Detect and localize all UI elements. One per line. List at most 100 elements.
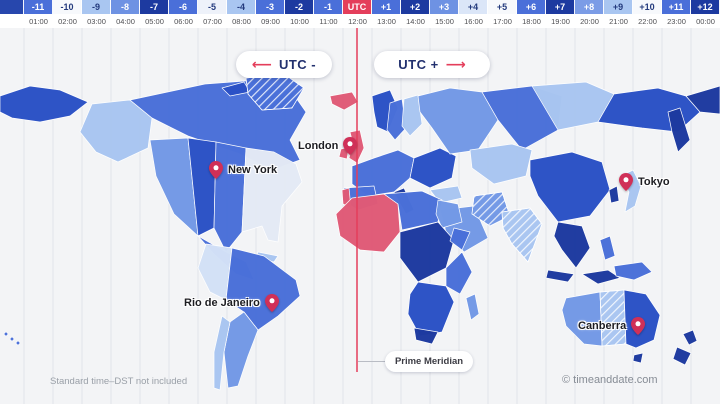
hour-label: 03:00 — [82, 14, 111, 28]
hour-label: 20:00 — [575, 14, 604, 28]
left-arrow-icon: ⟵ — [251, 56, 272, 73]
city-marker-rio-de-janeiro[interactable]: Rio de Janeiro — [184, 294, 279, 312]
hour-label: 15:00 — [430, 14, 459, 28]
timezone-column--4[interactable]: -4 08:00 — [227, 0, 256, 28]
timezone-column-edge[interactable] — [0, 0, 24, 28]
timezone-column-+11[interactable]: +11 23:00 — [662, 0, 691, 28]
hour-label: 14:00 — [401, 14, 430, 28]
hour-label: 18:00 — [517, 14, 546, 28]
timezone-column--1[interactable]: -1 11:00 — [314, 0, 343, 28]
prime-meridian-line — [356, 14, 358, 372]
utc-plus-label: UTC + — [398, 57, 439, 72]
hour-label: 09:00 — [256, 14, 285, 28]
timezone-column-+6[interactable]: +6 18:00 — [517, 0, 546, 28]
city-marker-tokyo[interactable]: Tokyo — [619, 173, 670, 191]
hour-label: 19:00 — [546, 14, 575, 28]
utc-offset-label[interactable]: -6 — [169, 0, 198, 14]
utc-minus-label: UTC - — [278, 57, 317, 72]
utc-offset-label[interactable]: -10 — [53, 0, 82, 14]
timezone-column--2[interactable]: -2 10:00 — [285, 0, 314, 28]
hour-label: 08:00 — [227, 14, 256, 28]
hour-label: 12:00 — [343, 14, 372, 28]
utc-offset-label[interactable]: +6 — [517, 0, 546, 14]
utc-offset-label[interactable]: -7 — [140, 0, 169, 14]
prime-meridian-text: Prime Meridian — [394, 356, 464, 367]
city-marker-canberra[interactable]: Canberra — [578, 317, 646, 335]
utc-minus-legend: ⟵ UTC - — [236, 51, 332, 78]
utc-offset-label[interactable]: +9 — [604, 0, 633, 14]
hour-label: 04:00 — [111, 14, 140, 28]
utc-offset-label[interactable]: +10 — [633, 0, 662, 14]
hour-label: 11:00 — [314, 14, 343, 28]
utc-offset-label[interactable]: +2 — [401, 0, 430, 14]
map-pin-icon[interactable] — [631, 317, 646, 335]
hour-label: 22:00 — [633, 14, 662, 28]
utc-offset-label[interactable]: -9 — [82, 0, 111, 14]
utc-offset-label[interactable]: -8 — [111, 0, 140, 14]
city-label: London — [298, 140, 339, 152]
utc-offset-label[interactable]: +4 — [459, 0, 488, 14]
timezone-column-utc[interactable]: UTC 12:00 — [343, 0, 372, 28]
prime-meridian-label: Prime Meridian — [385, 351, 473, 372]
timezone-column-+8[interactable]: +8 20:00 — [575, 0, 604, 28]
timezone-column--10[interactable]: -10 02:00 — [53, 0, 82, 28]
timezone-column--6[interactable]: -6 06:00 — [169, 0, 198, 28]
hour-label: 23:00 — [662, 14, 691, 28]
utc-offset-label[interactable]: +12 — [691, 0, 720, 14]
world-map — [0, 28, 720, 404]
timezone-column-+9[interactable]: +9 21:00 — [604, 0, 633, 28]
timezone-column--11[interactable]: -11 01:00 — [24, 0, 53, 28]
utc-offset-label[interactable] — [0, 0, 24, 14]
timezone-column--5[interactable]: -5 07:00 — [198, 0, 227, 28]
hour-label: 06:00 — [169, 14, 198, 28]
dst-note: Standard time–DST not included — [50, 376, 188, 387]
utc-offset-label[interactable]: -3 — [256, 0, 285, 14]
timezone-column-+7[interactable]: +7 19:00 — [546, 0, 575, 28]
timezone-column-+12[interactable]: +12 00:00 — [691, 0, 720, 28]
prime-meridian-connector — [358, 361, 386, 362]
utc-offset-label[interactable]: -2 — [285, 0, 314, 14]
utc-offset-label[interactable]: +8 — [575, 0, 604, 14]
hour-label: 21:00 — [604, 14, 633, 28]
timezone-column-+4[interactable]: +4 16:00 — [459, 0, 488, 28]
timezone-column--3[interactable]: -3 09:00 — [256, 0, 285, 28]
copyright-credit[interactable]: © timeanddate.com — [562, 374, 658, 386]
hour-label: 05:00 — [140, 14, 169, 28]
timezone-column-+1[interactable]: +1 13:00 — [372, 0, 401, 28]
timezone-column-+5[interactable]: +5 17:00 — [488, 0, 517, 28]
timezone-column--7[interactable]: -7 05:00 — [140, 0, 169, 28]
utc-offset-label[interactable]: +11 — [662, 0, 691, 14]
utc-offset-label[interactable]: UTC — [343, 0, 372, 14]
hour-label: 07:00 — [198, 14, 227, 28]
utc-offset-label[interactable]: +1 — [372, 0, 401, 14]
hour-label: 16:00 — [459, 14, 488, 28]
hour-label: 00:00 — [691, 14, 720, 28]
city-marker-london[interactable]: London — [298, 137, 358, 155]
utc-offset-label[interactable]: +7 — [546, 0, 575, 14]
utc-plus-legend: UTC + ⟶ — [374, 51, 490, 78]
city-marker-new-york[interactable]: New York — [209, 161, 277, 179]
timezone-column--8[interactable]: -8 04:00 — [111, 0, 140, 28]
timezone-column-+3[interactable]: +3 15:00 — [430, 0, 459, 28]
timezone-column--9[interactable]: -9 03:00 — [82, 0, 111, 28]
continents — [0, 73, 720, 391]
hour-label: 13:00 — [372, 14, 401, 28]
utc-offset-label[interactable]: -4 — [227, 0, 256, 14]
timezone-column-+10[interactable]: +10 22:00 — [633, 0, 662, 28]
utc-offset-label[interactable]: -11 — [24, 0, 53, 14]
hour-label: 01:00 — [24, 14, 53, 28]
utc-offset-label[interactable]: -1 — [314, 0, 343, 14]
right-arrow-icon: ⟶ — [445, 56, 466, 73]
utc-offset-label[interactable]: -5 — [198, 0, 227, 14]
hour-label: 02:00 — [53, 14, 82, 28]
hour-label: 10:00 — [285, 14, 314, 28]
timezone-column-+2[interactable]: +2 14:00 — [401, 0, 430, 28]
map-pin-icon[interactable] — [209, 161, 223, 179]
utc-offset-label[interactable]: +5 — [488, 0, 517, 14]
map-pin-icon[interactable] — [619, 173, 633, 191]
utc-offset-label[interactable]: +3 — [430, 0, 459, 14]
map-pin-icon[interactable] — [264, 294, 279, 312]
utc-offset-bar: -11 01:00 -10 02:00 -9 03:00 -8 04:00 -7 05:00 -6 0… — [0, 0, 720, 28]
map-pin-icon[interactable] — [343, 137, 358, 155]
